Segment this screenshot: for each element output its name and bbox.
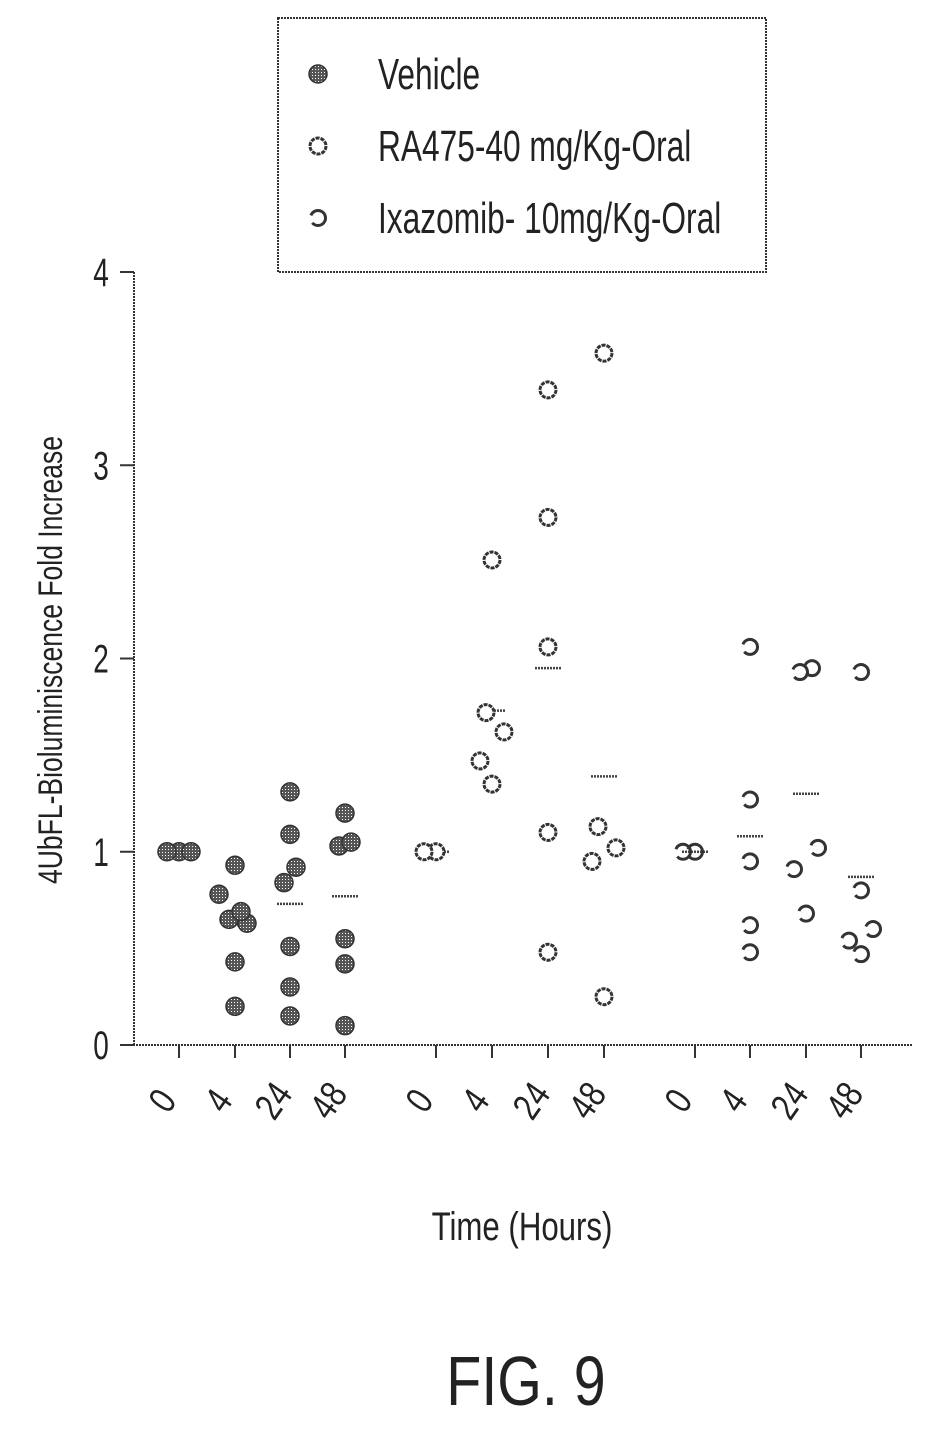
x-tick-label: 24 bbox=[247, 1075, 301, 1127]
data-point bbox=[538, 822, 558, 842]
data-point bbox=[840, 931, 858, 950]
legend-box bbox=[277, 17, 767, 273]
data-point bbox=[741, 637, 759, 656]
legend-marker-icon bbox=[309, 209, 327, 227]
data-point bbox=[538, 637, 558, 657]
data-point bbox=[686, 842, 704, 861]
data-point bbox=[582, 851, 602, 871]
x-tick-label: 4 bbox=[197, 1082, 241, 1120]
data-point bbox=[181, 842, 201, 862]
data-point bbox=[482, 774, 502, 794]
data-point bbox=[341, 832, 361, 852]
data-point bbox=[476, 703, 496, 723]
data-point bbox=[225, 952, 245, 972]
legend-marker-icon bbox=[308, 64, 328, 84]
figure-label: FIG. 9 bbox=[446, 1342, 605, 1421]
data-point bbox=[852, 881, 870, 900]
data-point bbox=[741, 790, 759, 809]
data-point bbox=[414, 842, 434, 862]
data-point bbox=[538, 380, 558, 400]
data-point bbox=[594, 343, 614, 363]
x-tick-label: 4 bbox=[454, 1082, 498, 1120]
x-tick-label: 24 bbox=[505, 1075, 559, 1127]
data-point bbox=[594, 987, 614, 1007]
data-point bbox=[225, 996, 245, 1017]
data-point bbox=[280, 977, 300, 997]
legend-item: Ixazomib- 10mg/Kg-Oral bbox=[309, 194, 721, 243]
data-point bbox=[231, 901, 251, 922]
legend-item: Vehicle bbox=[308, 50, 480, 99]
x-tick-label: 48 bbox=[561, 1075, 615, 1127]
data-point bbox=[785, 860, 803, 879]
data-point bbox=[470, 751, 490, 771]
data-point bbox=[864, 920, 882, 939]
y-tick-label: 1 bbox=[93, 831, 109, 875]
data-point bbox=[494, 722, 514, 742]
data-point bbox=[803, 659, 821, 678]
data-point bbox=[280, 824, 300, 845]
data-point bbox=[674, 842, 692, 861]
data-point bbox=[588, 817, 608, 837]
data-point bbox=[274, 872, 294, 893]
legend-label: Vehicle bbox=[378, 50, 480, 99]
x-tick-label: 48 bbox=[302, 1075, 356, 1127]
y-tick-label: 4 bbox=[93, 251, 109, 295]
data-point bbox=[852, 945, 870, 964]
legend-item: RA475-40 mg/Kg-Oral bbox=[308, 122, 691, 171]
data-point bbox=[280, 782, 300, 802]
x-tick-label: 0 bbox=[141, 1082, 185, 1120]
y-tick-label: 3 bbox=[93, 444, 109, 488]
data-point bbox=[280, 1006, 300, 1026]
x-axis-label: Time (Hours) bbox=[432, 1204, 613, 1249]
legend-label: RA475-40 mg/Kg-Oral bbox=[378, 122, 691, 171]
legend-label: Ixazomib- 10mg/Kg-Oral bbox=[378, 194, 721, 243]
data-point bbox=[335, 954, 355, 974]
data-point bbox=[286, 857, 306, 877]
data-point bbox=[741, 852, 759, 871]
legend-marker-icon bbox=[308, 136, 328, 156]
data-point bbox=[791, 663, 809, 682]
data-point bbox=[335, 928, 355, 949]
data-point bbox=[741, 943, 759, 962]
x-tick-label: 0 bbox=[657, 1082, 701, 1120]
data-point bbox=[538, 942, 558, 962]
x-tick-label: 0 bbox=[398, 1082, 442, 1120]
data-point bbox=[538, 507, 558, 527]
data-point bbox=[852, 663, 870, 682]
data-point bbox=[157, 842, 177, 862]
data-point bbox=[809, 838, 827, 857]
y-axis-label: 4UbFL-Bioluminiscence Fold Increase bbox=[32, 436, 70, 884]
y-tick-label: 0 bbox=[93, 1024, 109, 1068]
x-tick-label: 48 bbox=[818, 1075, 872, 1127]
data-point bbox=[225, 855, 245, 876]
data-point bbox=[280, 936, 300, 957]
y-tick-label: 2 bbox=[93, 638, 109, 682]
data-point bbox=[741, 916, 759, 935]
x-tick-label: 4 bbox=[712, 1082, 756, 1120]
data-point bbox=[797, 904, 815, 923]
x-tick-label: 24 bbox=[763, 1075, 817, 1127]
data-point bbox=[606, 838, 626, 858]
legend: Vehicle RA475-40 mg/Kg-Oral Ixazomib- 10mg… bbox=[277, 17, 767, 273]
data-point bbox=[482, 550, 502, 570]
data-point bbox=[335, 803, 355, 823]
data-point bbox=[209, 884, 229, 905]
data-point bbox=[335, 1015, 355, 1036]
